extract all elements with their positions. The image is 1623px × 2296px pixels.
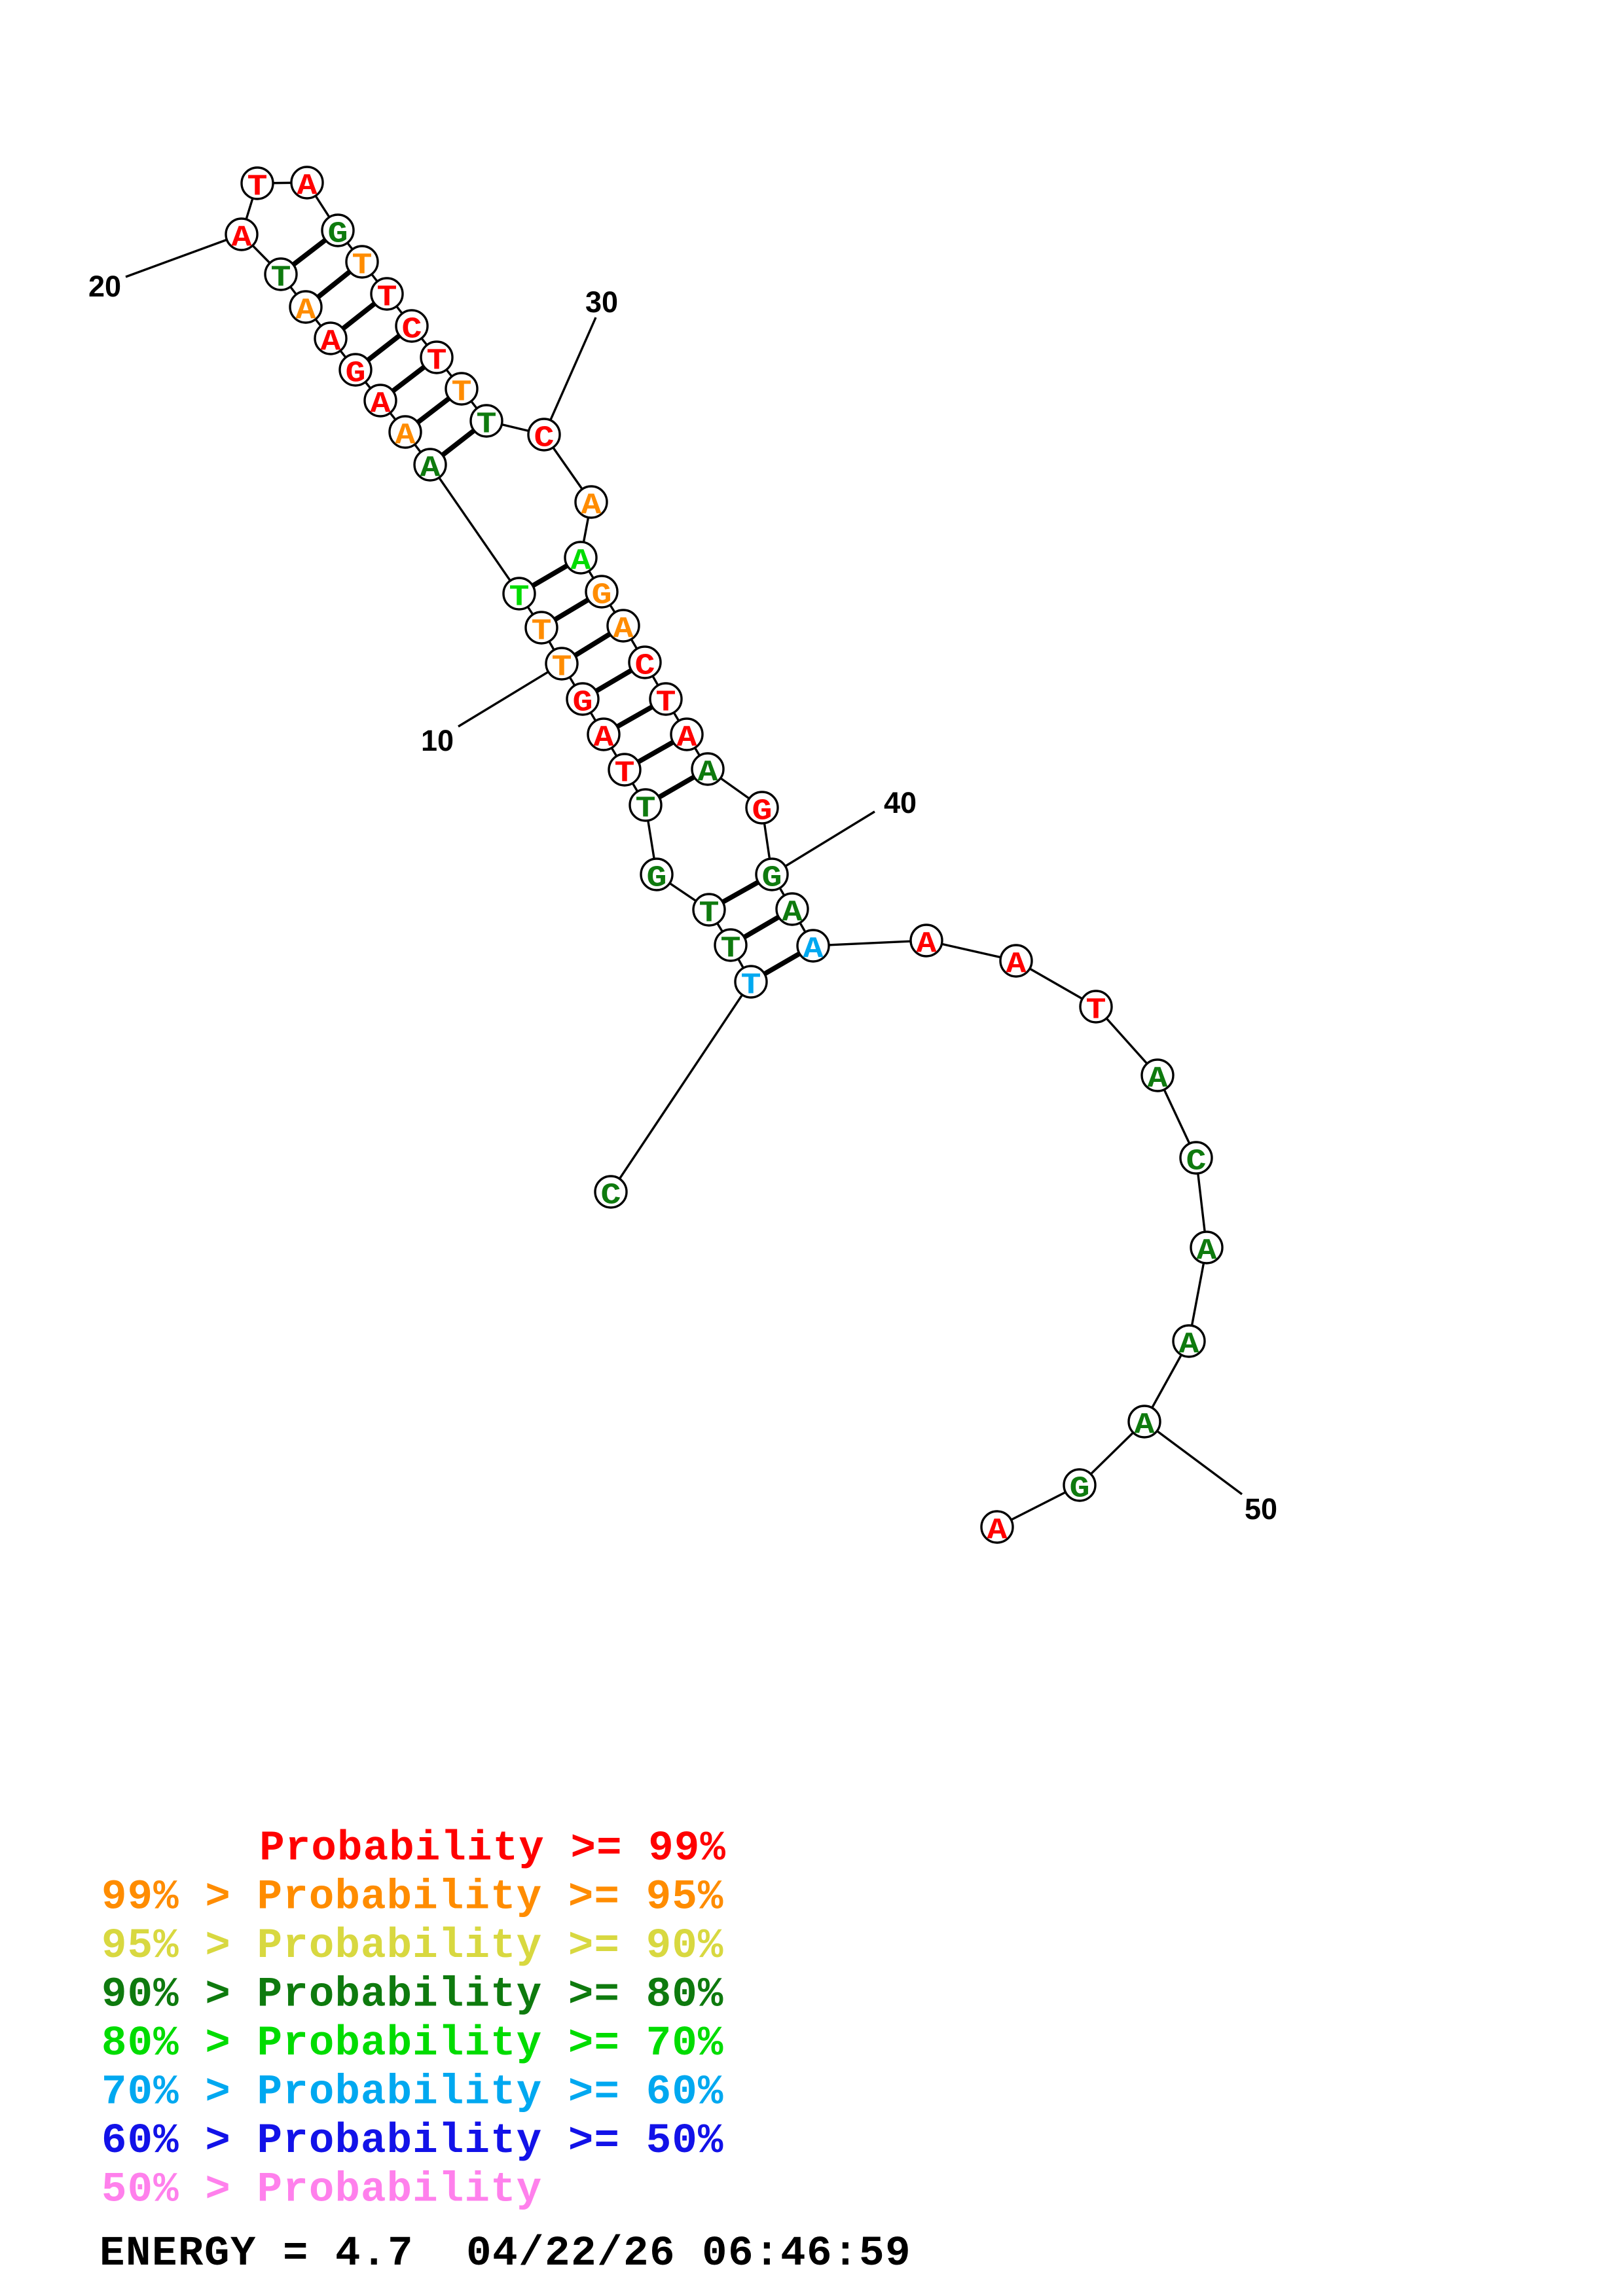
svg-text:50% > Probability: 50% > Probability (101, 2167, 542, 2214)
svg-text:C: C (601, 1179, 621, 1213)
svg-text:A: A (1197, 1235, 1217, 1268)
svg-text:A: A (297, 170, 318, 204)
svg-text:A: A (571, 545, 591, 579)
svg-text:A: A (1148, 1063, 1168, 1096)
svg-text:G: G (762, 862, 782, 895)
svg-text:A: A (987, 1515, 1008, 1548)
svg-text:99% > Probability >= 95%: 99% > Probability >= 95% (101, 1874, 724, 1922)
svg-text:ENERGY = 4.7 04/22/26 06:46:5: ENERGY = 4.7 04/22/26 06:46:59 (100, 2231, 911, 2278)
svg-text:60% > Probability >= 50%: 60% > Probability >= 50% (101, 2118, 724, 2165)
svg-text:T: T (656, 687, 676, 720)
svg-text:T: T (741, 969, 761, 1003)
svg-text:A: A (677, 722, 697, 755)
svg-text:G: G (346, 357, 366, 391)
svg-text:T: T (377, 281, 397, 315)
svg-text:95% > Probability >= 90%: 95% > Probability >= 90% (101, 1923, 724, 1970)
svg-text:T: T (636, 793, 656, 826)
svg-text:G: G (647, 862, 667, 895)
svg-text:A: A (296, 295, 316, 328)
svg-text:A: A (698, 757, 718, 790)
svg-text:T: T (452, 376, 472, 410)
svg-text:T: T (699, 897, 720, 931)
svg-text:50: 50 (1245, 1492, 1277, 1526)
svg-text:C: C (1186, 1145, 1207, 1179)
svg-text:A: A (1006, 948, 1027, 982)
svg-text:A: A (1179, 1329, 1199, 1362)
svg-text:40: 40 (884, 786, 917, 819)
svg-text:A: A (420, 452, 441, 486)
svg-text:20: 20 (88, 270, 121, 303)
svg-text:A: A (232, 222, 252, 255)
svg-text:A: A (803, 933, 824, 967)
svg-text:T: T (427, 345, 447, 378)
svg-text:T: T (532, 615, 552, 649)
svg-text:T: T (721, 933, 741, 966)
svg-text:T: T (1086, 994, 1106, 1028)
svg-text:A: A (613, 613, 634, 647)
svg-text:T: T (509, 581, 530, 615)
svg-text:90% > Probability >= 80%: 90% > Probability >= 80% (101, 1972, 724, 2019)
svg-text:C: C (402, 314, 422, 347)
svg-text:A: A (581, 490, 602, 523)
svg-text:C: C (635, 650, 655, 683)
svg-text:G: G (1070, 1473, 1090, 1506)
svg-text:T: T (552, 651, 572, 685)
svg-text:30: 30 (585, 285, 618, 319)
svg-text:80% > Probability >= 70%: 80% > Probability >= 70% (101, 2020, 724, 2068)
svg-text:A: A (395, 420, 416, 453)
svg-text:G: G (592, 579, 612, 613)
svg-text:A: A (782, 897, 803, 930)
svg-text:A: A (594, 722, 614, 755)
svg-text:C: C (534, 422, 555, 456)
svg-text:T: T (352, 249, 373, 283)
svg-text:G: G (328, 218, 348, 251)
svg-text:A: A (321, 326, 341, 359)
svg-text:G: G (573, 687, 593, 720)
svg-text:G: G (752, 795, 773, 829)
svg-text:A: A (917, 928, 937, 961)
svg-text:Probability >= 99%: Probability >= 99% (259, 1825, 726, 1873)
svg-text:70% > Probability >= 60%: 70% > Probability >= 60% (101, 2070, 724, 2117)
svg-text:T: T (615, 757, 635, 791)
svg-text:T: T (271, 262, 291, 295)
svg-text:A: A (1135, 1409, 1155, 1443)
svg-text:T: T (247, 171, 268, 204)
svg-text:T: T (477, 408, 497, 442)
svg-text:10: 10 (421, 724, 454, 757)
svg-text:A: A (371, 388, 391, 422)
